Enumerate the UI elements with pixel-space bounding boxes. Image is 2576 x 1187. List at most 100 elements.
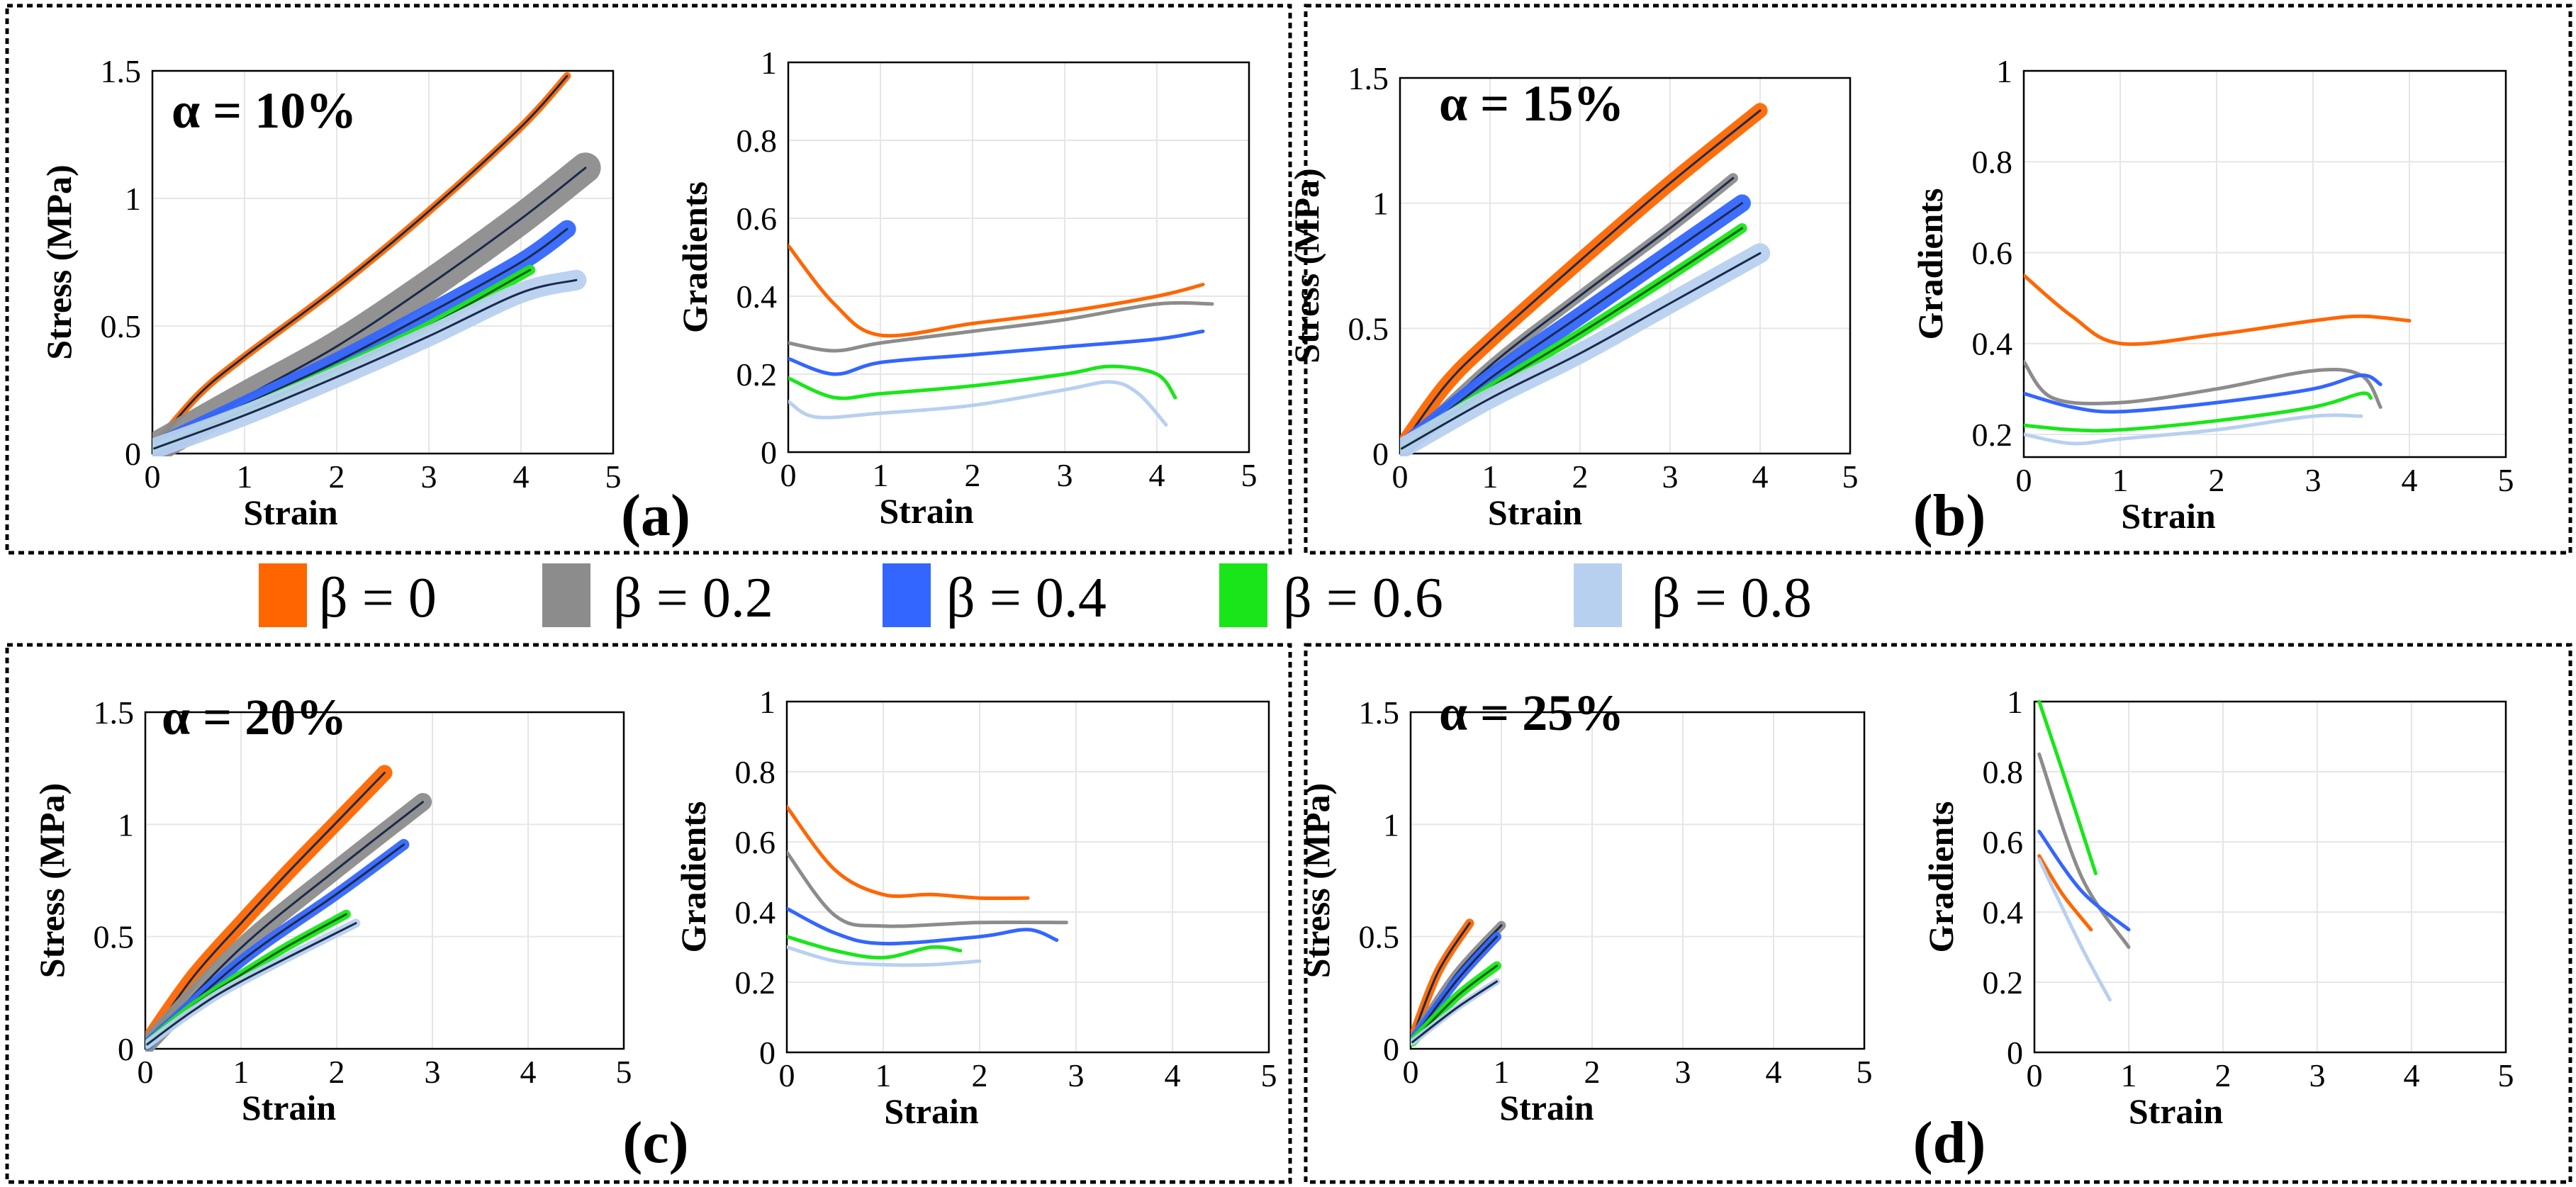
legend-swatch-beta-0-8 — [1574, 563, 1622, 627]
stress-mean-line-beta-0 — [146, 772, 386, 1043]
axes-stress-2: 0 1 2 3 4 5 0 0.5 1 1.5 Strain Stress (MPa) — [32, 694, 632, 1127]
y-tick-label: 0.5 — [94, 919, 135, 955]
x-tick-label: 2 — [1572, 459, 1589, 495]
y-tick-label: 0 — [1372, 436, 1389, 472]
x-tick-label: 4 — [1766, 1054, 1782, 1090]
x-tick-label: 0 — [1403, 1054, 1419, 1090]
x-tick-label: 3 — [1068, 1057, 1085, 1093]
y-tick-label: 1 — [1996, 53, 2012, 89]
x-tick-label: 2 — [329, 1054, 345, 1090]
x-tick-label: 2 — [2215, 1057, 2231, 1093]
x-tick-label: 1 — [233, 1054, 250, 1090]
gradient-line-beta-0-6 — [2037, 699, 2098, 875]
gradient-line-beta-0-8 — [788, 380, 1168, 427]
gradient-line-beta-0 — [787, 805, 1030, 901]
gradient-line-beta-0-2 — [2024, 359, 2382, 409]
x-axis-label: Strain — [2121, 496, 2216, 536]
x-axis-label: Strain — [879, 491, 974, 531]
gradient-line-beta-0-2 — [2037, 752, 2131, 949]
panel-frame-b — [1304, 4, 2572, 555]
x-tick-label: 1 — [237, 459, 253, 495]
alpha-label-c: α = 20% — [162, 689, 347, 746]
gradient-line-beta-0-4 — [787, 906, 1059, 946]
x-axis-label: Strain — [1488, 493, 1583, 532]
legend-swatch-beta-0-4 — [883, 563, 931, 627]
y-axis-label: Stress (MPa) — [1287, 168, 1326, 363]
y-axis-label: Gradients — [1921, 801, 1961, 953]
series-group — [788, 244, 1214, 427]
panel-frame-c — [5, 643, 1292, 1184]
series-group — [2037, 699, 2131, 1002]
stress-mean-line-beta-0 — [153, 74, 569, 447]
x-tick-label: 5 — [1261, 1057, 1277, 1093]
axes-box — [1409, 711, 1866, 1050]
x-tick-label: 1 — [1482, 459, 1499, 495]
gradient-line-beta-0-6 — [2024, 391, 2373, 433]
gradient-line-beta-0-6 — [787, 935, 963, 960]
label-layer: (a) (b) (c) (d) α = 10% α = 15% α = 20% … — [162, 75, 1986, 1176]
y-axis-label: Gradients — [1910, 189, 1950, 340]
x-tick-label: 2 — [2209, 462, 2225, 498]
x-tick-label: 3 — [425, 1054, 441, 1090]
series-group — [1411, 918, 1506, 1047]
gradient-line-beta-0 — [2024, 274, 2412, 347]
x-tick-label: 1 — [875, 1057, 892, 1093]
legend-label-beta-0-8: β = 0.8 — [1652, 567, 1812, 629]
legend-label-beta-0-6: β = 0.6 — [1283, 567, 1443, 629]
x-tick-label: 2 — [965, 457, 981, 493]
axes-box — [787, 61, 1250, 454]
series-group — [2024, 274, 2412, 446]
y-tick-label: 0.2 — [737, 356, 778, 393]
y-tick-label: 1 — [2007, 684, 2023, 720]
x-tick-label: 2 — [1584, 1054, 1601, 1090]
panel-label-b: (b) — [1913, 483, 1986, 549]
x-tick-label: 5 — [1857, 1054, 1873, 1090]
panel-label-c: (c) — [622, 1110, 688, 1176]
axes-box — [785, 700, 1270, 1054]
plot-area — [788, 62, 1249, 452]
y-tick-label: 1 — [761, 45, 777, 81]
stress-mean-line-beta-0-4 — [1401, 202, 1744, 450]
y-tick-label: 0.2 — [735, 964, 776, 1001]
y-tick-label: 1 — [1383, 806, 1399, 843]
x-tick-label: 1 — [1494, 1054, 1510, 1090]
x-tick-label: 0 — [779, 1057, 795, 1093]
stress-mean-line-beta-0-8 — [146, 922, 357, 1046]
alpha-label-b: α = 15% — [1439, 75, 1624, 132]
x-tick-label: 3 — [421, 459, 437, 495]
x-tick-label: 3 — [2305, 462, 2322, 498]
alpha-label-d: α = 25% — [1439, 685, 1624, 741]
legend-label-beta-0: β = 0 — [319, 567, 437, 629]
y-tick-label: 0.6 — [1972, 235, 2013, 271]
alpha-label-a: α = 10% — [172, 82, 357, 139]
x-tick-label: 0 — [1392, 459, 1409, 495]
x-tick-label: 1 — [2121, 1057, 2137, 1093]
y-tick-label: 1.5 — [101, 53, 142, 89]
x-tick-label: 0 — [780, 457, 797, 493]
plot-area — [787, 702, 1269, 1052]
axes-stress-1: 0 1 2 3 4 5 0 0.5 1 1.5 Strain Stress (MPa) — [1287, 60, 1859, 532]
plot-area — [2024, 71, 2506, 457]
y-axis-label: Stress (MPa) — [1297, 783, 1337, 978]
y-tick-label: 1 — [125, 181, 141, 217]
axes-stress-0: 0 1 2 3 4 5 0 0.5 1 1.5 Strain Stress (MPa) — [39, 53, 622, 532]
legend-swatch-beta-0 — [259, 563, 307, 627]
x-tick-label: 4 — [513, 459, 530, 495]
axes-box — [2022, 69, 2507, 459]
series-group — [787, 805, 1068, 967]
x-axis-label: Strain — [884, 1091, 979, 1131]
y-tick-label: 0.8 — [1983, 754, 2024, 790]
y-tick-label: 0.5 — [101, 308, 142, 344]
axes-box — [151, 69, 615, 455]
y-tick-label: 0.6 — [737, 201, 778, 237]
x-axis-label: Strain — [243, 493, 338, 532]
y-tick-label: 0 — [759, 1035, 775, 1071]
gradient-line-beta-0 — [788, 244, 1205, 338]
y-tick-label: 1.5 — [94, 694, 135, 731]
y-tick-label: 0.8 — [1972, 144, 2013, 180]
gradient-line-beta-0-8 — [2037, 857, 2112, 1002]
x-tick-label: 0 — [138, 1054, 154, 1090]
y-tick-label: 0 — [1383, 1031, 1399, 1067]
